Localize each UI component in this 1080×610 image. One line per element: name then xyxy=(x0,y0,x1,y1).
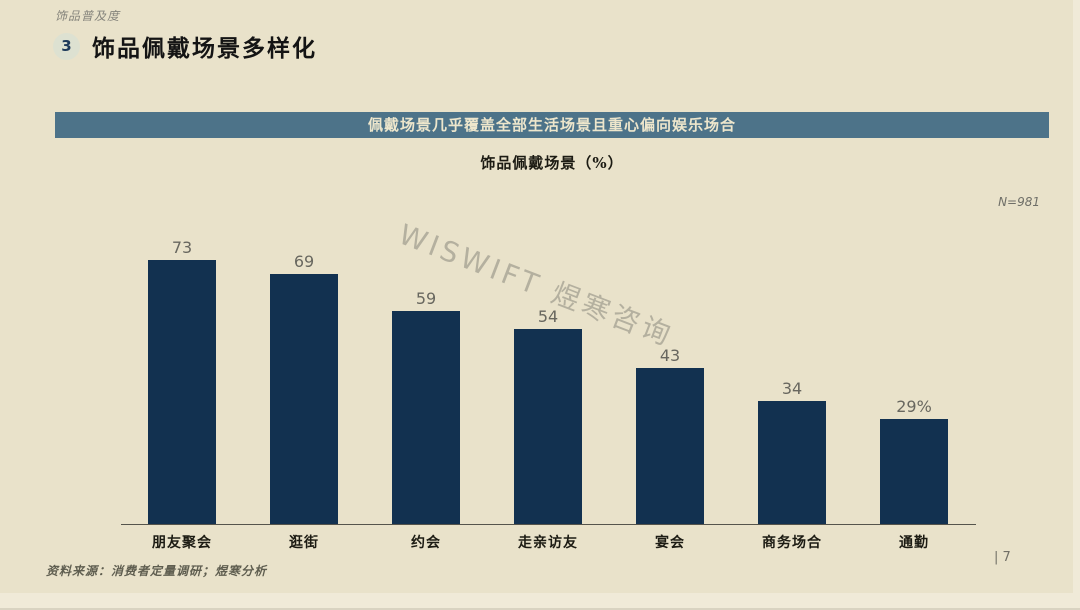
bar-value-label: 54 xyxy=(537,307,559,326)
page-number: | 7 xyxy=(994,550,1011,565)
bar-value-label: 43 xyxy=(659,346,681,365)
category-label: 通勤 xyxy=(899,535,929,551)
chart-title: 饰品佩戴场景（%） xyxy=(480,154,624,172)
slide-canvas: 饰品普及度 3 饰品佩戴场景多样化 佩戴场景几乎覆盖全部生活场景且重心偏向娱乐场… xyxy=(0,0,1073,593)
category-label: 走亲访友 xyxy=(518,535,578,551)
bar-value-label: 34 xyxy=(781,379,803,398)
bar-value-label: 69 xyxy=(293,252,315,271)
category-label: 朋友聚会 xyxy=(152,535,212,551)
section-eyebrow: 饰品普及度 xyxy=(55,9,121,23)
key-message-banner: 佩戴场景几乎覆盖全部生活场景且重心偏向娱乐场合 xyxy=(55,112,1049,138)
bar xyxy=(270,274,338,524)
bar-chart: 73 朋友聚会 69 逛街 59 约会 54 走亲访友 43 宴会 34 商务场合 29% 通勤 xyxy=(121,238,976,551)
slide-title: 饰品佩戴场景多样化 xyxy=(92,35,317,62)
category-label: 宴会 xyxy=(655,535,685,551)
bar xyxy=(880,419,948,524)
category-label: 商务场合 xyxy=(762,535,822,551)
section-number-badge: 3 xyxy=(53,33,80,60)
bar-value-label: 73 xyxy=(171,238,193,257)
bar xyxy=(392,311,460,524)
sample-size-note: N=981 xyxy=(998,195,1040,209)
bar xyxy=(636,368,704,524)
bar xyxy=(758,401,826,524)
source-note: 资料来源：消费者定量调研；煜寒分析 xyxy=(46,564,268,578)
bar xyxy=(514,329,582,524)
bar-value-label: 59 xyxy=(415,289,437,308)
bar-value-label: 29% xyxy=(896,397,932,416)
category-label: 逛街 xyxy=(289,535,319,551)
category-label: 约会 xyxy=(411,535,441,551)
bar xyxy=(148,260,216,524)
x-axis-line xyxy=(121,524,976,525)
